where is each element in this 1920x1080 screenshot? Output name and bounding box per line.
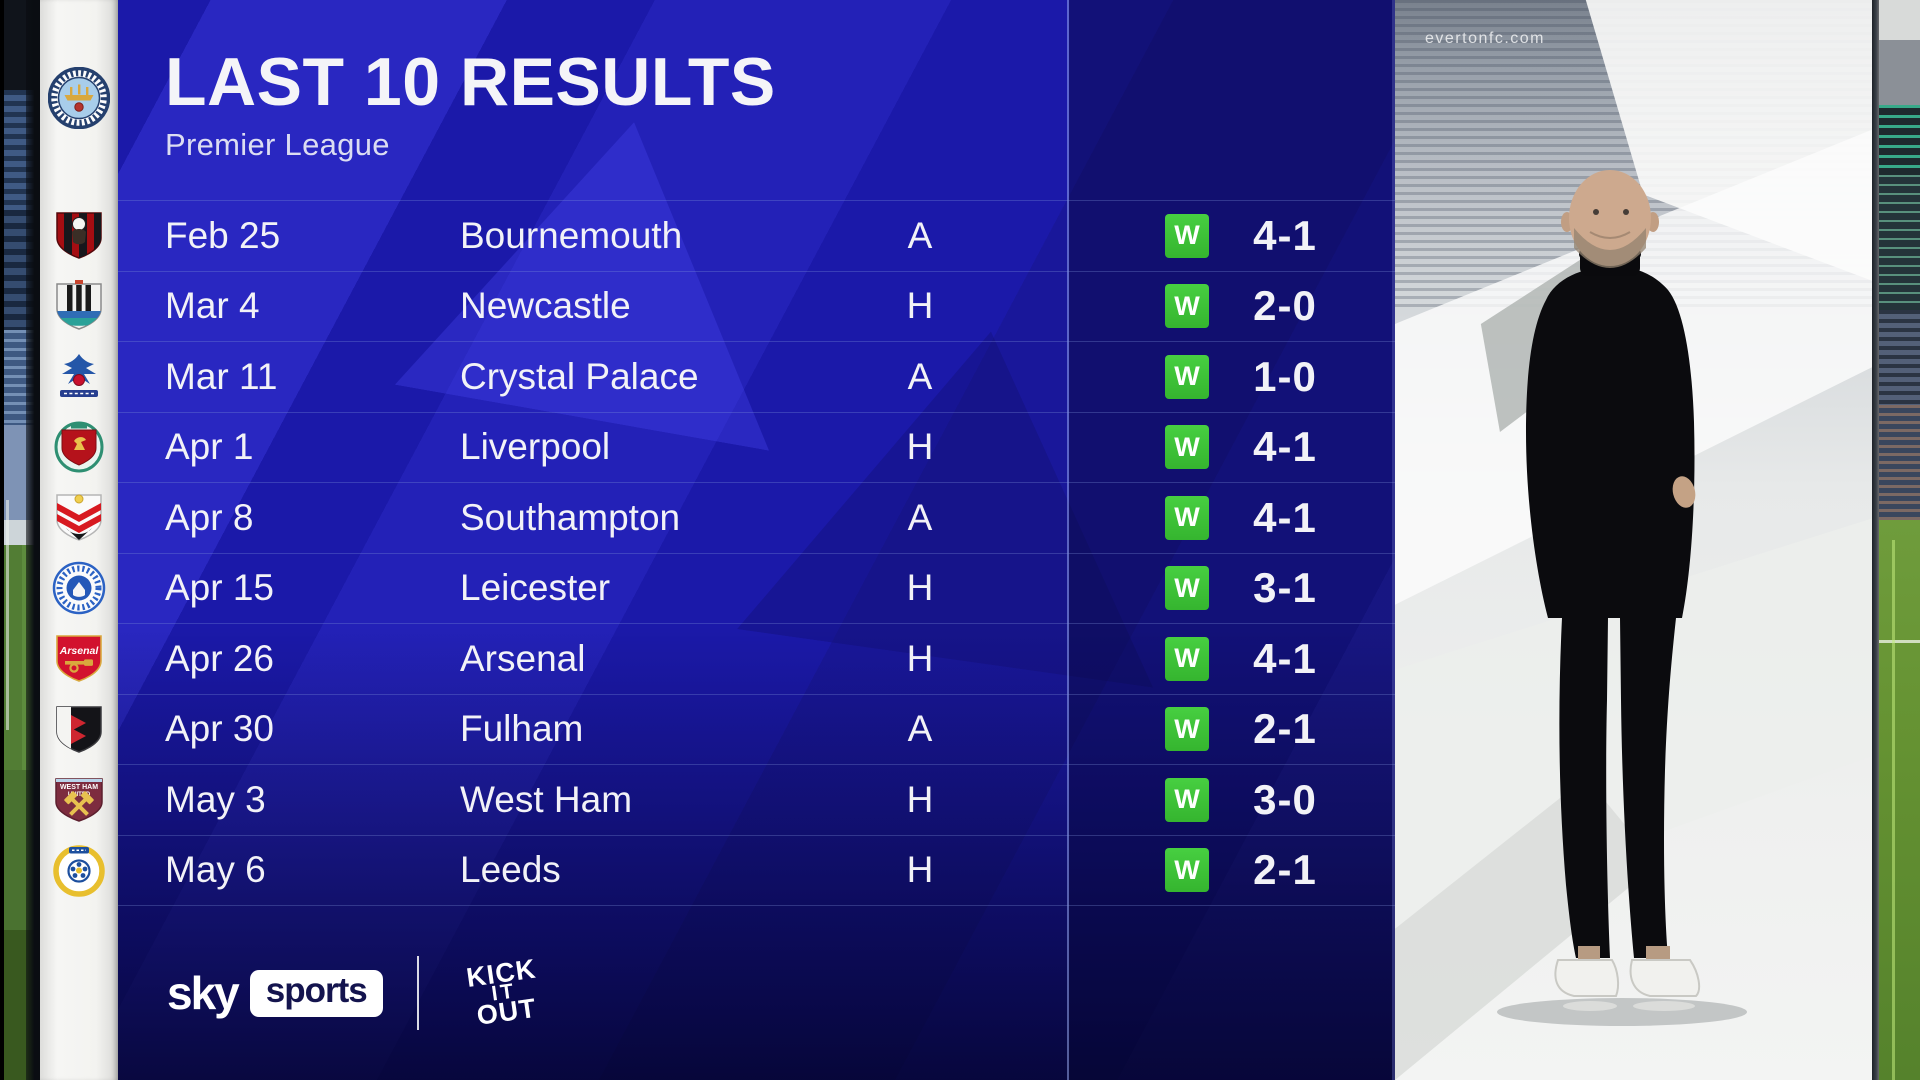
badge-southampton-icon [52, 490, 106, 544]
venue-home-away: A [907, 496, 933, 538]
goalpost-line [6, 500, 9, 730]
column-divider [1067, 0, 1069, 1080]
result-badge: W [1165, 848, 1209, 893]
result-row: Mar 11 Crystal Palace A W 1-0 [118, 341, 1395, 412]
sports-logo-box: sports [249, 969, 383, 1017]
venue-home-away: H [906, 849, 934, 891]
badge-manchester-city-icon [47, 66, 111, 130]
team-badge-rail: Arsenal WEST HAM UNITED [40, 0, 118, 1080]
result-badge: W [1165, 495, 1209, 540]
opponent-name: Bournemouth [460, 214, 683, 256]
sky-logo-word: sky [167, 967, 240, 1019]
match-score: 2-1 [1253, 846, 1317, 894]
match-score: 2-1 [1253, 705, 1317, 753]
opponent-name: Liverpool [460, 426, 611, 468]
svg-text:WEST HAM: WEST HAM [60, 784, 98, 791]
result-row: Apr 26 Arsenal H W 4-1 [118, 623, 1395, 694]
opponent-name: Newcastle [460, 285, 631, 327]
result-badge: W [1165, 636, 1209, 681]
opponent-name: Leeds [460, 849, 561, 891]
result-row: May 6 Leeds H W 2-1 [118, 834, 1395, 906]
stadium-watermark: evertonfc.com [1425, 30, 1545, 47]
svg-text:Arsenal: Arsenal [59, 645, 100, 657]
result-badge: W [1165, 707, 1209, 752]
manager-photo-panel: evertonfc.com [1395, 0, 1872, 1080]
badge-arsenal-icon: Arsenal [52, 631, 106, 685]
venue-home-away: H [906, 637, 934, 679]
background-video-left [0, 0, 40, 1080]
result-row: Apr 1 Liverpool H W 4-1 [118, 411, 1395, 483]
match-date: Mar 4 [165, 285, 260, 327]
result-row: Feb 25 Bournemouth A W 4-1 [118, 200, 1395, 271]
match-date: Apr 8 [165, 496, 254, 538]
opponent-name: Leicester [460, 567, 611, 609]
venue-home-away: H [906, 778, 934, 820]
match-score: 3-0 [1253, 775, 1317, 823]
opponent-name: Crystal Palace [460, 355, 699, 397]
svg-text:UNITED: UNITED [68, 792, 91, 798]
match-date: Apr 30 [165, 708, 275, 750]
results-table: Feb 25 Bournemouth A W 4-1 Mar 4 Newcastle H W 2-… [118, 200, 1395, 906]
badge-leicester-icon [52, 561, 106, 615]
venue-home-away: A [907, 708, 933, 750]
match-score: 4-1 [1253, 211, 1317, 259]
result-row: Apr 30 Fulham A W 2-1 [118, 693, 1395, 765]
venue-home-away: A [907, 214, 933, 256]
match-date: Apr 1 [165, 426, 254, 468]
venue-home-away: A [907, 355, 933, 397]
pitch-grass [1879, 520, 1920, 1080]
match-date: Apr 26 [165, 637, 275, 679]
badge-fulham-icon [52, 702, 106, 756]
badge-newcastle-icon [52, 279, 106, 333]
match-score: 4-1 [1253, 423, 1317, 471]
result-row: Apr 15 Leicester H W 3-1 [118, 552, 1395, 624]
result-row: May 3 West Ham H W 3-0 [118, 764, 1395, 835]
opponent-name: Arsenal [460, 637, 586, 679]
match-date: Apr 15 [165, 567, 275, 609]
match-score: 4-1 [1253, 493, 1317, 541]
match-date: Feb 25 [165, 214, 281, 256]
sky-sports-logo: sky sports [167, 966, 383, 1020]
result-badge: W [1165, 566, 1209, 611]
result-badge: W [1165, 777, 1209, 822]
badge-bournemouth-icon [52, 208, 106, 262]
kick-it-out-logo: KICK IT OUT [464, 953, 539, 1032]
match-score: 2-0 [1253, 282, 1317, 330]
match-date: May 3 [165, 778, 266, 820]
match-date: May 6 [165, 849, 266, 891]
venue-home-away: H [906, 567, 934, 609]
result-badge: W [1165, 213, 1209, 258]
badge-west-ham-icon: WEST HAM UNITED [52, 772, 106, 826]
match-date: Mar 11 [165, 355, 278, 397]
result-badge: W [1165, 425, 1209, 470]
result-badge: W [1165, 284, 1209, 329]
opponent-name: Fulham [460, 708, 584, 750]
page-subtitle: Premier League [165, 127, 390, 163]
background-video-right [1872, 0, 1920, 1080]
match-score: 4-1 [1253, 634, 1317, 682]
page-title: LAST 10 RESULTS [165, 44, 776, 120]
result-badge: W [1165, 354, 1209, 399]
badge-leeds-icon [52, 843, 106, 897]
result-row: Mar 4 Newcastle H W 2-0 [118, 270, 1395, 342]
footer-divider [416, 956, 419, 1030]
badge-crystal-palace-icon [52, 349, 106, 403]
results-panel: LAST 10 RESULTS Premier League Feb 25 Bou… [118, 0, 1395, 1080]
pep-guardiola-photo [1497, 170, 1747, 1026]
badge-liverpool-icon [52, 420, 106, 474]
result-row: Apr 8 Southampton A W 4-1 [118, 482, 1395, 553]
panel-footer: sky sports KICK IT OUT [167, 948, 559, 1038]
panel-header: LAST 10 RESULTS Premier League [165, 44, 776, 163]
venue-home-away: H [906, 426, 934, 468]
opponent-name: Southampton [460, 496, 681, 538]
match-score: 3-1 [1253, 564, 1317, 612]
match-score: 1-0 [1253, 352, 1317, 400]
opponent-name: West Ham [460, 778, 633, 820]
score-column-shade [1069, 0, 1395, 1080]
scoreboard-screen [1879, 105, 1920, 175]
venue-home-away: H [906, 285, 934, 327]
